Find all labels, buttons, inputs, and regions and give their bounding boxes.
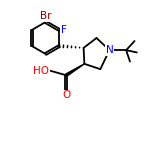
Text: HO: HO — [33, 66, 49, 76]
Text: F: F — [61, 25, 67, 35]
Text: N: N — [106, 45, 113, 55]
Text: Br: Br — [40, 11, 51, 21]
Polygon shape — [66, 64, 84, 76]
Text: O: O — [62, 90, 70, 100]
